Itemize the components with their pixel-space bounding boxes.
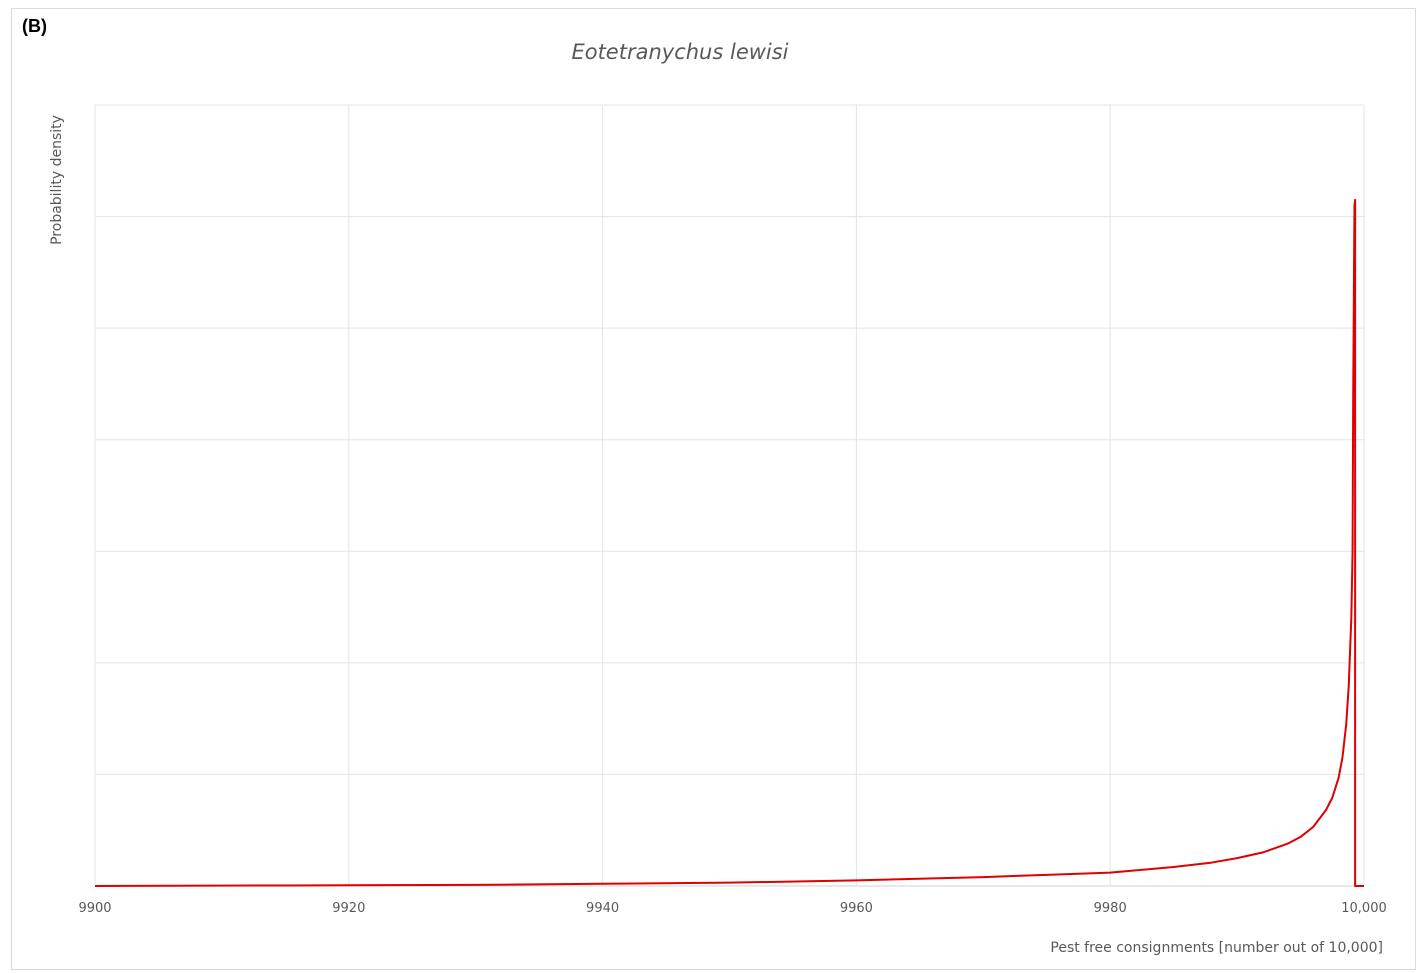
panel-label: (B) [22,16,47,36]
x-tick-label: 9900 [78,901,111,916]
x-tick-labels: 9900 9920 9940 9960 9980 10,000 [78,901,1386,916]
chart-frame [11,8,1416,970]
x-tick-label: 9940 [586,901,619,916]
x-tick-label: 9980 [1094,901,1127,916]
x-axis-label: Pest free consignments [number out of 10… [1050,940,1383,956]
x-tick-label: 10,000 [1341,901,1387,916]
x-tick-label: 9960 [840,901,873,916]
horizontal-gridlines [95,104,1364,775]
vertical-gridlines [348,105,1365,886]
density-line [94,198,1364,887]
chart-title: Eotetranychus lewisi [571,40,789,64]
axes [94,105,1364,887]
y-axis-label: Probability density [49,115,65,245]
x-tick-label: 9920 [332,901,365,916]
series-group [94,198,1364,887]
